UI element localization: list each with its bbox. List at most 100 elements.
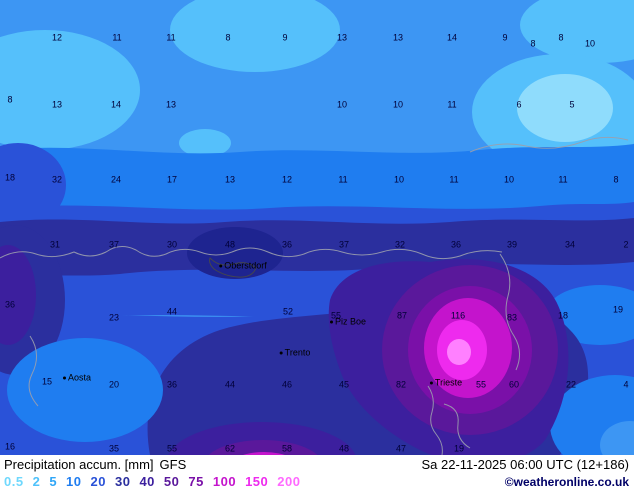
precip-value: 11 xyxy=(112,32,122,43)
legend-value-150: 150 xyxy=(245,474,269,489)
precip-value: 9 xyxy=(282,32,288,43)
precip-value: 55 xyxy=(475,379,487,390)
forecast-datetime: Sa 22-11-2025 06:00 UTC (12+186) xyxy=(421,457,629,472)
precip-value: 11 xyxy=(447,99,457,110)
precip-value: 13 xyxy=(165,99,177,110)
legend-value-2: 2 xyxy=(32,474,41,489)
place-marker-dot xyxy=(219,264,223,268)
precip-value: 11 xyxy=(338,174,348,185)
precip-value: 8 xyxy=(613,174,619,185)
precip-value: 36 xyxy=(4,299,16,310)
legend-value-100: 100 xyxy=(212,474,237,489)
copyright-link[interactable]: ©weatheronline.co.uk xyxy=(504,474,629,489)
legend-value-30: 30 xyxy=(114,474,131,489)
precip-value: 8 xyxy=(225,32,231,43)
precip-value: 10 xyxy=(503,174,515,185)
footer-row-top: Precipitation accum. [mm] GFS Sa 22-11-20… xyxy=(4,456,629,473)
precip-contour-map xyxy=(0,0,634,455)
precip-value: 20 xyxy=(108,379,120,390)
precip-value: 13 xyxy=(224,174,236,185)
precip-value: 32 xyxy=(394,239,406,250)
precip-value: 82 xyxy=(395,379,407,390)
precip-value: 13 xyxy=(336,32,348,43)
precip-value: 12 xyxy=(281,174,293,185)
precip-value: 37 xyxy=(108,239,120,250)
legend-value-200: 200 xyxy=(277,474,301,489)
precip-value: 14 xyxy=(110,99,122,110)
precip-value: 19 xyxy=(612,304,624,315)
legend-value-0.5: 0.5 xyxy=(4,474,24,489)
place-marker-dot xyxy=(329,320,333,324)
place-name: Trieste xyxy=(434,377,463,388)
precip-value: 10 xyxy=(584,38,596,49)
precip-value: 31 xyxy=(49,239,61,250)
legend-value-40: 40 xyxy=(139,474,155,489)
precip-value: 10 xyxy=(336,99,348,110)
place-label-aosta: Aosta xyxy=(62,372,92,383)
precip-value: 37 xyxy=(338,239,350,250)
map-footer: Precipitation accum. [mm] GFS Sa 22-11-20… xyxy=(0,455,634,490)
place-label-trieste: Trieste xyxy=(429,377,463,388)
precip-value: 30 xyxy=(166,239,178,250)
place-name: Oberstdorf xyxy=(224,260,267,271)
precipitation-map: 12 11 11 8 9 13 13 14 9 8 8 10 8 13 14 13 10 10 11 6 5 18 32 24… xyxy=(0,0,634,455)
precip-value: 11 xyxy=(449,174,459,185)
precip-value: 5 xyxy=(569,99,575,110)
precip-value: 48 xyxy=(338,443,350,454)
precip-value: 4 xyxy=(623,379,629,390)
legend-value-5: 5 xyxy=(49,474,58,489)
precip-value: 9 xyxy=(502,32,508,43)
precip-value: 22 xyxy=(565,379,577,390)
precip-value: 46 xyxy=(281,379,293,390)
footer-row-bottom: 0.5 2 5 10 20 30 40 50 75 100 150 200 ©weatheronlin… xyxy=(4,473,629,490)
precip-value: 36 xyxy=(450,239,462,250)
precip-value: 14 xyxy=(446,32,458,43)
precip-value: 35 xyxy=(108,443,120,454)
precip-value: 45 xyxy=(338,379,350,390)
precip-value: 23 xyxy=(108,312,120,323)
precip-value: 8 xyxy=(530,38,536,49)
model-name: GFS xyxy=(159,457,187,472)
legend-value-75: 75 xyxy=(188,474,204,489)
precip-value: 55 xyxy=(166,443,178,454)
precip-value: 15 xyxy=(41,376,53,387)
precip-value: 52 xyxy=(282,306,294,317)
precip-value: 10 xyxy=(392,99,404,110)
precip-value: 11 xyxy=(166,32,176,43)
precip-value: 8 xyxy=(558,32,564,43)
contour-light-layer xyxy=(0,0,634,170)
alpine-ridge-border xyxy=(209,257,257,278)
place-marker-dot xyxy=(429,381,433,385)
place-label-piz-boe: Piz Boe xyxy=(329,316,367,327)
precip-value: 19 xyxy=(453,443,465,454)
precip-value: 8 xyxy=(7,94,13,105)
precip-value: 39 xyxy=(506,239,518,250)
place-label-oberstdorf: Oberstdorf xyxy=(219,260,267,271)
precip-value: 116 xyxy=(450,310,466,321)
place-name: Aosta xyxy=(67,372,92,383)
legend-value-50: 50 xyxy=(163,474,180,489)
precip-value: 18 xyxy=(557,310,569,321)
precip-value: 12 xyxy=(51,32,63,43)
precip-value: 83 xyxy=(506,312,518,323)
place-marker-dot xyxy=(279,351,283,355)
legend-value-10: 10 xyxy=(66,474,82,489)
precip-value: 10 xyxy=(393,174,405,185)
precip-legend: 0.5 2 5 10 20 30 40 50 75 100 150 200 xyxy=(4,474,300,489)
precip-value: 2 xyxy=(623,239,629,250)
place-name: Piz Boe xyxy=(334,316,367,327)
precip-value: 55 xyxy=(330,310,342,321)
precip-value: 16 xyxy=(4,441,16,452)
precip-value: 6 xyxy=(516,99,522,110)
precip-value: 11 xyxy=(558,174,568,185)
place-name: Trento xyxy=(284,347,311,358)
precip-value: 24 xyxy=(110,174,122,185)
precip-value: 18 xyxy=(4,172,16,183)
place-marker-dot xyxy=(62,376,66,380)
precip-value: 36 xyxy=(166,379,178,390)
map-title: Precipitation accum. [mm] xyxy=(4,457,154,472)
legend-value-20: 20 xyxy=(90,474,106,489)
precip-value: 44 xyxy=(224,379,236,390)
precip-value: 17 xyxy=(166,174,178,185)
